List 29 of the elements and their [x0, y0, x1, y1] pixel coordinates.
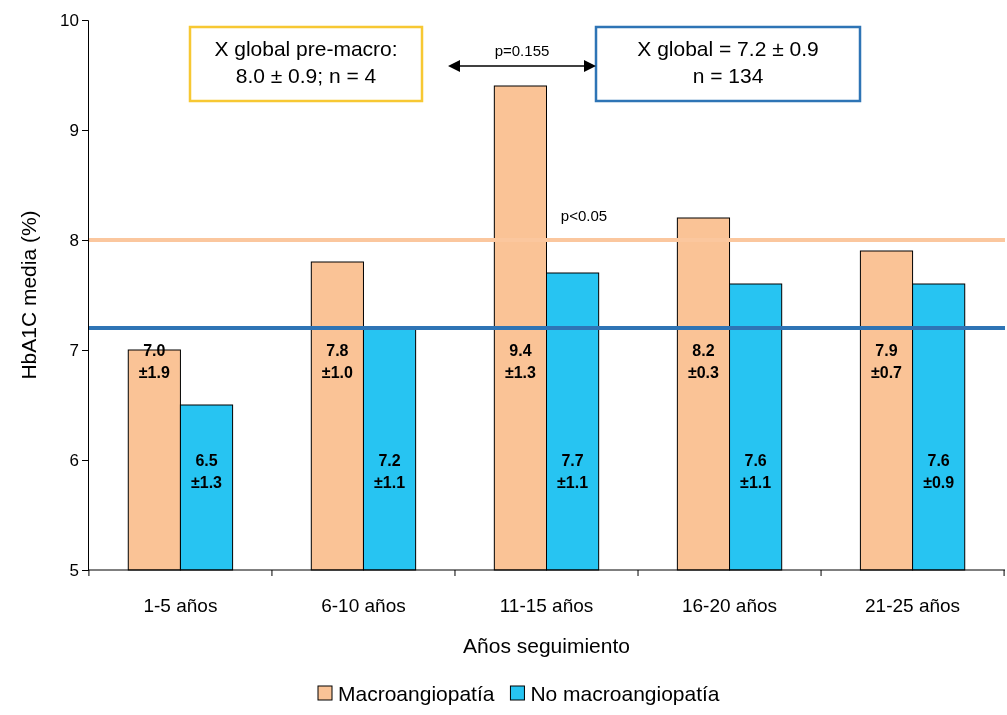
x-tick-label: 1-5 años [143, 595, 218, 616]
legend-label: Macroangiopatía [338, 682, 495, 705]
data-label: 7.0 ±1.9 [138, 342, 170, 381]
data-label: 9.4 ±1.3 [504, 342, 537, 381]
annotation: p=0.155 [494, 42, 550, 59]
data-label: 7.9 ±0.7 [870, 342, 903, 381]
data-label: 7.6 ±1.1 [740, 452, 772, 491]
y-tick-label: 10 [60, 10, 79, 30]
y-tick-label: 8 [69, 230, 79, 250]
data-label: 7.8 ±1.0 [321, 342, 353, 381]
data-label: 7.2 ±1.1 [374, 452, 406, 491]
y-tick-label: 7 [69, 340, 79, 360]
x-tick-label: 21-25 años [865, 595, 961, 616]
legend-label: No macroangiopatía [530, 682, 720, 705]
x-tick-label: 6-10 años [321, 595, 406, 616]
data-label: 7.7 ±1.1 [557, 452, 589, 491]
data-label: 8.2 ±0.3 [687, 342, 720, 381]
y-tick-label: 6 [69, 450, 79, 470]
annotation: X global = 7.2 ± 0.9 n = 134 [637, 37, 819, 87]
annotation: p<0.05 [560, 207, 608, 224]
x-tick-label: 16-20 años [681, 595, 778, 616]
x-tick-label: 11-15 años [499, 595, 594, 616]
data-label: 6.5 ±1.3 [191, 452, 223, 491]
y-axis-title: HbA1C media (%) [17, 210, 40, 380]
data-label: 7.6 ±0.9 [923, 452, 955, 491]
x-axis-title: Años seguimiento [463, 634, 630, 657]
y-tick-label: 9 [69, 120, 79, 140]
y-tick-label: 5 [69, 560, 79, 580]
annotation: X global pre-macro: 8.0 ± 0.9; n = 4 [214, 37, 398, 87]
